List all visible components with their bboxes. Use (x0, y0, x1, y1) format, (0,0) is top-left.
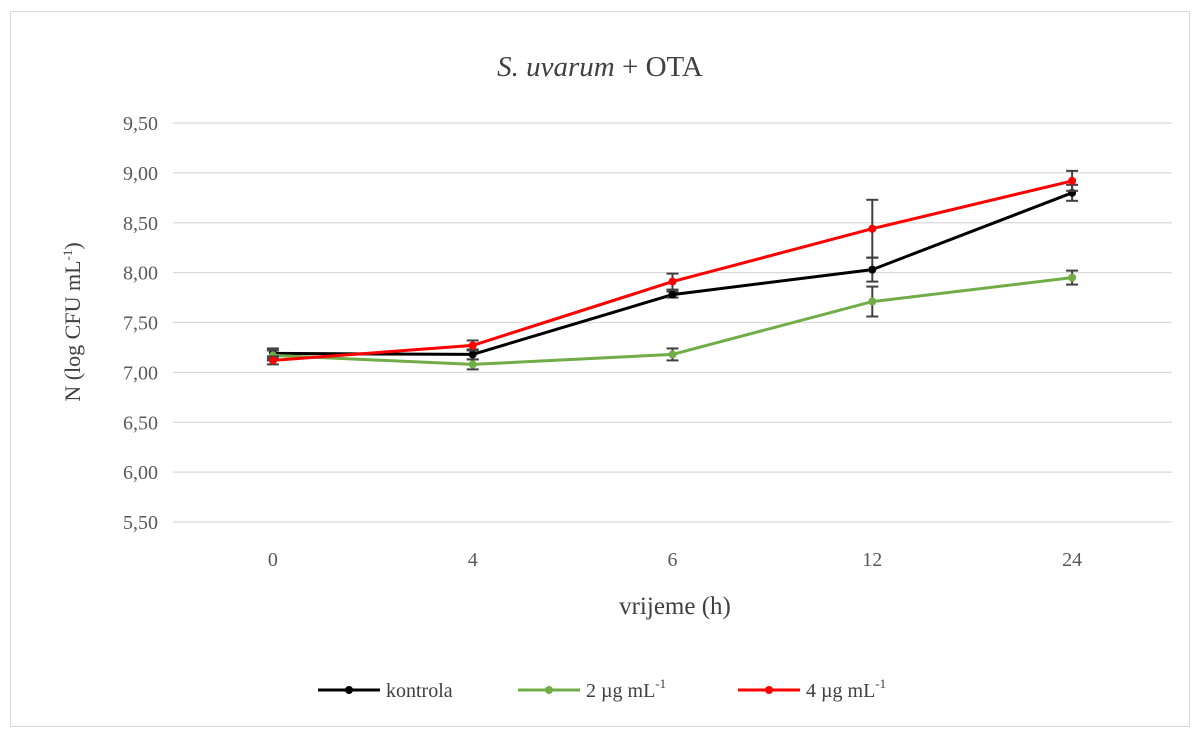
legend-swatch-marker (765, 686, 773, 694)
legend-swatch-marker (545, 686, 553, 694)
series-layer (266, 169, 1079, 371)
chart-frame (10, 11, 1190, 727)
x-tick-label: 24 (1062, 549, 1082, 571)
legend-label: 2 µg mL-1 (586, 676, 666, 702)
legend-item: kontrola (318, 680, 453, 702)
y-tick-label: 6,50 (123, 412, 158, 434)
chart-title-italic: S. uvarum (497, 51, 615, 83)
y-tick-label: 6,00 (123, 462, 158, 484)
y-tick-label: 7,00 (123, 362, 158, 384)
y-axis-label-sup: -1 (60, 250, 75, 261)
gridlines (173, 122, 1172, 523)
legend-item: 2 µg mL-1 (518, 676, 666, 702)
y-tick-label: 5,50 (123, 512, 158, 534)
data-point (868, 224, 877, 233)
series-line (272, 179, 1073, 362)
data-point (668, 350, 677, 359)
data-point (468, 360, 477, 369)
x-tick-label: 6 (668, 549, 678, 571)
chart-title-rest: + OTA (615, 51, 703, 83)
data-point (868, 265, 877, 274)
y-tick-label: 8,50 (123, 213, 158, 235)
y-axis-label-end: ) (60, 242, 85, 249)
data-point (868, 297, 877, 306)
legend-item: 4 µg mL-1 (738, 676, 886, 702)
y-axis-label-main: N (log CFU mL (60, 260, 85, 401)
x-tick-labels: 0 4 6 12 24 (268, 549, 1082, 571)
x-axis-label: vrijeme (h) (619, 593, 731, 620)
y-tick-label: 9,50 (123, 113, 158, 135)
y-tick-labels: 5,50 6,00 6,50 7,00 7,50 8,00 8,50 9,00 9,50 (123, 113, 158, 534)
data-point (468, 350, 477, 359)
data-point (468, 341, 477, 350)
data-point (668, 277, 677, 286)
legend: kontrola 2 µg mL-1 4 µg mL-1 (318, 676, 886, 702)
legend-swatch-marker (345, 686, 353, 694)
legend-label: kontrola (386, 680, 453, 702)
legend-label: 4 µg mL-1 (806, 676, 886, 702)
data-point (268, 356, 277, 365)
data-point (1068, 176, 1077, 185)
y-tick-label: 9,00 (123, 163, 158, 185)
x-tick-label: 0 (268, 549, 278, 571)
y-tick-label: 7,50 (123, 313, 158, 335)
data-point (1068, 273, 1077, 282)
y-axis-label: N (log CFU mL-1) (60, 242, 85, 401)
data-point (668, 290, 677, 299)
series-2 (266, 169, 1079, 366)
x-tick-label: 12 (862, 549, 882, 571)
chart-title: S. uvarum + OTA (497, 51, 703, 83)
y-tick-label: 8,00 (123, 263, 158, 285)
x-tick-label: 4 (468, 549, 478, 571)
